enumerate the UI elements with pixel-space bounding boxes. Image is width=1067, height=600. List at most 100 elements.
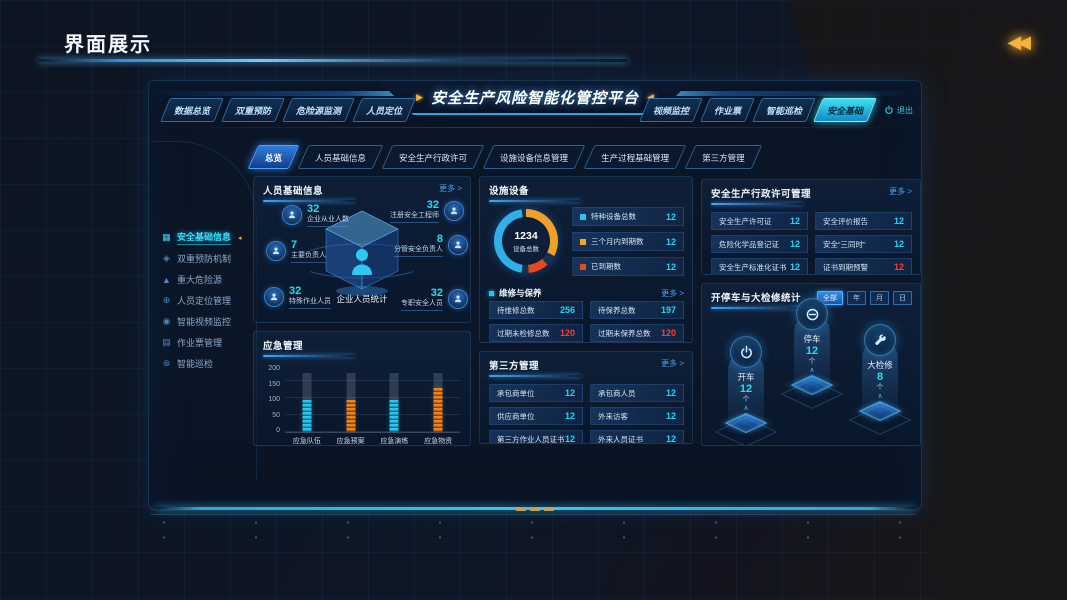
legend-row: 三个月内到期数 12 [572, 232, 684, 251]
donut-center-label: 设备总数 [513, 245, 539, 253]
bar-label: 应急演练 [380, 438, 409, 445]
legend-color-swatch [580, 238, 586, 245]
filter-button[interactable]: 月 [870, 291, 889, 305]
more-link[interactable]: 更多 > [439, 184, 462, 193]
rewind-icon[interactable]: ◀◀ [1007, 32, 1031, 52]
bar-fill [346, 400, 356, 432]
stat-box: 安全生产标准化证书 12 [711, 258, 808, 274]
filter-button[interactable]: 日 [893, 291, 912, 305]
pedestal-start: 开车 12 个 ∧ [714, 336, 778, 445]
nav-tab[interactable]: 安全基础 [818, 98, 872, 122]
sidebar-item[interactable]: ▤ 作业票管理 [162, 337, 223, 348]
emergency-bar-chart: 200 150 100 50 0 应急队伍 [262, 365, 460, 445]
sidebar-item[interactable]: ▲ 重大危险源 [162, 274, 223, 286]
wrench-icon [864, 324, 896, 356]
emergency-bar: 应急物资 [421, 365, 455, 445]
subtab[interactable]: 生产过程基础管理 [589, 145, 681, 169]
legend-row: 特种设备总数 12 [572, 207, 684, 226]
equipment-legend: 特种设备总数 12 三个月内到期数 12 已到期数 12 [572, 207, 684, 276]
stat-box: 待保养总数 197 [590, 301, 684, 319]
maintenance-grid: 待维修总数 256 待保养总数 197 过期未检修总数 120 过期未保养总数 … [489, 301, 684, 342]
stat-box: 安全生产许可证 12 [711, 212, 808, 230]
subtab[interactable]: 设施设备信息管理 [488, 145, 580, 169]
person-icon [448, 288, 468, 309]
bar-label: 应急队伍 [292, 438, 321, 445]
stat-employees: 32 企业从业人数 [282, 203, 349, 227]
stat-box: 供应商单位 12 [489, 407, 583, 425]
panel-title: 设施设备 [489, 186, 530, 197]
emergency-bar: 应急预案 [334, 365, 368, 445]
stat-box: 第三方作业人员证书 12 [489, 430, 583, 443]
sidebar-item[interactable]: ◉ 智能视频监控 [162, 316, 232, 327]
maintenance-title: 维修与保养 [499, 288, 542, 298]
equipment-donut: 1234 设备总数 [494, 209, 558, 273]
stat-box: 危险化学品登记证 12 [711, 235, 808, 253]
bullet-square-icon [489, 290, 494, 296]
nav-tab[interactable]: 智能巡检 [757, 98, 811, 122]
title-arrow-right-icon: ◀ [647, 91, 654, 102]
legend-color-swatch [580, 213, 586, 220]
pedestal-wireframe [848, 405, 912, 435]
sidebar-item-icon: ▲ [162, 274, 171, 285]
filter-button[interactable]: 年 [847, 291, 866, 305]
nav-tab[interactable]: 危险源监测 [287, 98, 350, 122]
title-underline-swoosh [38, 59, 628, 62]
bar-fill [433, 388, 443, 432]
sidebar-item[interactable]: ⊕ 人员定位管理 [162, 295, 232, 306]
nav-tab[interactable]: 双重预防 [226, 98, 280, 122]
bar-fill [302, 400, 312, 432]
monitor-stand [118, 514, 948, 546]
panel-title: 应急管理 [263, 341, 304, 352]
panel-title-underline [489, 200, 581, 202]
subtab[interactable]: 人员基础信息 [303, 145, 378, 169]
sidebar-item[interactable]: ◈ 双重预防机制 [161, 250, 253, 267]
subtab[interactable]: 第三方管理 [690, 145, 757, 169]
stat-box: 证书到期预警 12 [815, 258, 912, 274]
more-link[interactable]: 更多 > [661, 359, 684, 368]
y-axis: 200 150 100 50 0 [268, 365, 280, 435]
dashboard-screen: ▶ 安全生产风险智能化管控平台 ◀ 数据总览 双重预防 危险源监测 人员定位 视频监控… [148, 80, 922, 511]
person-icon [282, 204, 302, 225]
stat-safety-leads: 8 分管安全负责人 [394, 233, 468, 257]
nav-tab[interactable]: 数据总览 [165, 98, 219, 122]
nav-group-left: 数据总览 双重预防 危险源监测 人员定位 [165, 98, 411, 122]
engineer-icon [444, 200, 464, 221]
emergency-bar: 应急演练 [377, 365, 411, 445]
stat-safety-engineers: 32 注册安全工程师 [390, 199, 464, 223]
nav-tab[interactable]: 人员定位 [357, 98, 411, 122]
sidebar-item[interactable]: ▦ 安全基础信息 ◂ [161, 229, 253, 246]
panel-title: 安全生产行政许可管理 [711, 189, 812, 200]
more-link[interactable]: 更多 > [661, 288, 684, 298]
subtab[interactable]: 安全生产行政许可 [387, 145, 479, 169]
stat-main-responsible: 7 主要负责人 [266, 239, 326, 263]
nav-tab[interactable]: 视频监控 [644, 98, 698, 122]
sidebar-item-icon: ▦ [162, 232, 171, 242]
more-link[interactable]: 更多 > [889, 187, 912, 196]
panel-title-underline [263, 355, 355, 357]
nav-tab[interactable]: 作业票 [705, 98, 750, 122]
platform-title-plate: ▶ 安全生产风险智能化管控平台 ◀ [379, 81, 691, 115]
sidebar-item-icon: ◉ [162, 316, 171, 326]
sidebar-item-icon: ⊕ [162, 295, 171, 305]
panel-third-party: 第三方管理 更多 > 承包商单位 12 承包商人员 12 供应商单位 12 外来… [479, 351, 693, 444]
stat-box: 外来人员证书 12 [590, 430, 684, 443]
panel-title-underline [711, 203, 803, 205]
third-party-grid: 承包商单位 12 承包商人员 12 供应商单位 12 外来访客 12 第三方作业… [489, 384, 684, 443]
emergency-bar: 应急队伍 [290, 365, 324, 445]
donut-center-value: 1234 [514, 229, 538, 242]
subtab-bar: 总览 人员基础信息 安全生产行政许可 设施设备信息管理 生产过程基础管理 第三方管理 [253, 145, 757, 169]
sidebar-item[interactable]: ⊛ 智能巡检 [162, 358, 214, 369]
logout-button[interactable]: 退出 [884, 105, 913, 116]
bar-label: 应急物资 [424, 438, 453, 445]
overhaul-filters: 全部年月日 [817, 291, 912, 305]
stat-box: 承包商单位 12 [489, 384, 583, 402]
stat-box: 过期未检修总数 120 [489, 324, 583, 342]
person-icon [448, 234, 468, 255]
header-divider [149, 127, 921, 128]
platform-title: 安全生产风险智能化管控平台 [430, 89, 639, 107]
pedestal-wireframe [714, 417, 778, 445]
subtab[interactable]: 总览 [253, 145, 294, 169]
stat-box: 安全“三同时” 12 [815, 235, 912, 253]
pedestal-wireframe [780, 379, 844, 409]
sidebar-item-icon: ◈ [163, 253, 170, 263]
